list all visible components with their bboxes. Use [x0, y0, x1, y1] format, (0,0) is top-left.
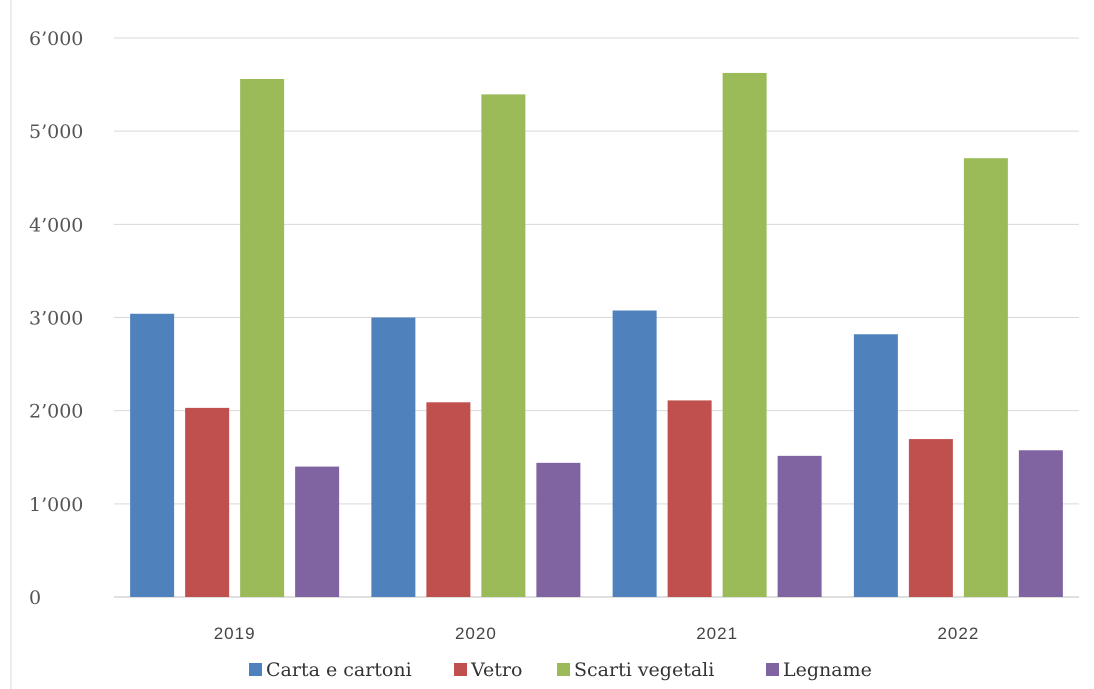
y-tick-label: 5’000	[29, 121, 83, 143]
x-category-label: 2019	[214, 624, 256, 643]
legend-entry-label: Carta e cartoni	[266, 659, 412, 681]
bar-vetro-2022	[908, 439, 953, 597]
bar-scarti-vegetali-2021	[722, 72, 767, 597]
legend-entry-label: Vetro	[470, 659, 522, 681]
bar-legname-2021	[777, 455, 822, 597]
bar-vetro-2019	[185, 407, 230, 597]
bar-legname-2019	[295, 466, 340, 597]
bar-legname-2022	[1018, 450, 1063, 597]
y-tick-label: 2’000	[29, 401, 83, 423]
bar-scarti-vegetali-2022	[963, 158, 1008, 597]
bar-vetro-2020	[426, 402, 471, 597]
bars	[130, 72, 1063, 597]
x-category-label: 2020	[455, 624, 497, 643]
y-tick-label: 4’000	[29, 214, 83, 236]
bar-carta-e-cartoni-2020	[371, 317, 416, 597]
bar-vetro-2021	[667, 400, 712, 597]
legend-swatch	[557, 663, 570, 676]
x-category-label: 2022	[937, 624, 979, 643]
bar-scarti-vegetali-2020	[481, 94, 526, 597]
bar-carta-e-cartoni-2021	[612, 310, 657, 597]
legend: Carta e cartoni Vetro Scarti vegetali Legna…	[249, 659, 872, 681]
bar-scarti-vegetali-2019	[240, 78, 285, 597]
legend-entry-label: Scarti vegetali	[574, 659, 714, 681]
legend-swatch	[454, 663, 467, 676]
legend-swatch	[766, 663, 779, 676]
bar-legname-2020	[536, 462, 581, 597]
legend-swatch	[249, 663, 262, 676]
legend-entry-label: Legname	[783, 659, 872, 681]
bar-carta-e-cartoni-2019	[130, 313, 175, 597]
x-category-label: 2021	[696, 624, 738, 643]
bar-carta-e-cartoni-2022	[853, 334, 898, 597]
y-axis-tick-labels: 0 1’000 2’000 3’000 4’000 5’000 6’000	[29, 28, 83, 609]
y-tick-label: 0	[29, 587, 41, 609]
x-axis-category-labels: 2019 2020 2021 2022	[214, 624, 979, 643]
y-tick-label: 6’000	[29, 28, 83, 50]
y-tick-label: 3’000	[29, 308, 83, 330]
y-tick-label: 1’000	[29, 494, 83, 516]
